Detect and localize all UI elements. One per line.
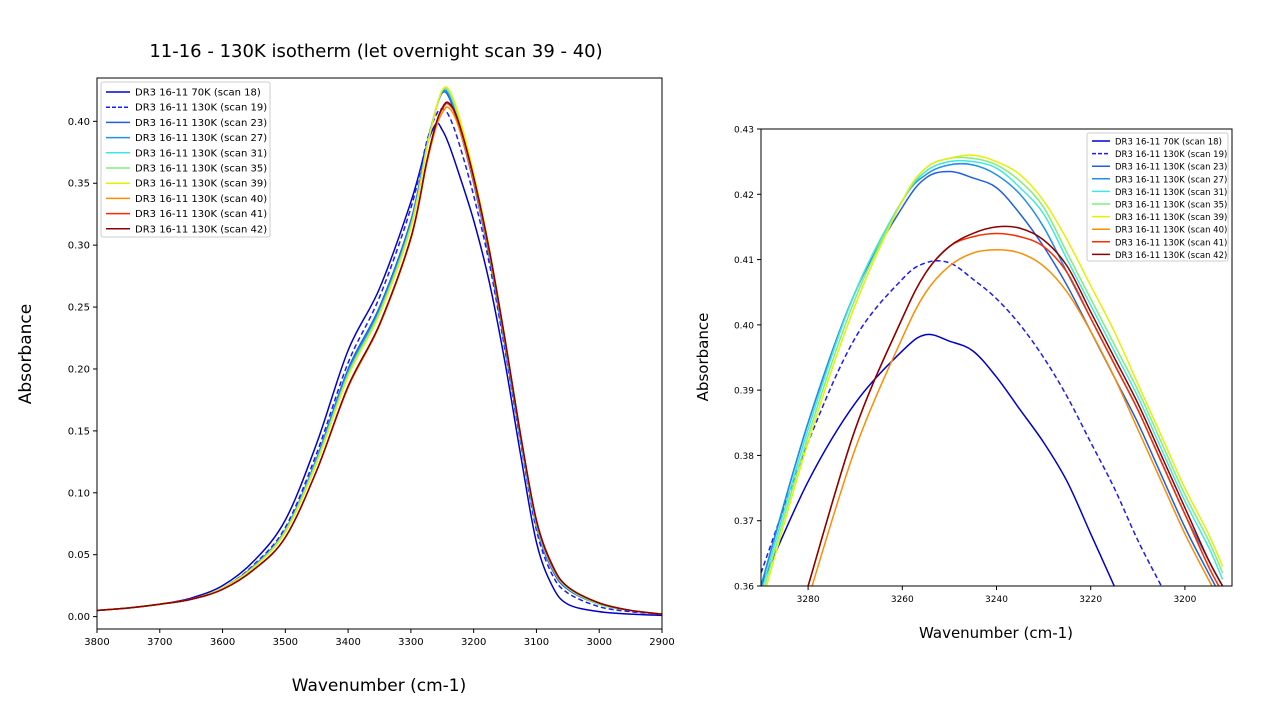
chart2-y-tick-label: 0.40	[734, 321, 754, 331]
chart2-series-line-2	[761, 260, 1163, 586]
chart1-legend-label: DR3 16-11 130K (scan 27)	[135, 133, 267, 144]
chart2-y-tick-label: 0.37	[734, 517, 754, 527]
chart1-axes: 3800 3700 3600 3500 3400 3300 3200 3100 3000 2900…	[68, 117, 675, 648]
chart1-y-tick-label: 0.20	[68, 364, 90, 375]
chart2-series-group	[761, 154, 1224, 586]
chart2-legend-label: DR3 16-11 130K (scan 23)	[1115, 163, 1227, 173]
chart2-y-tick-label: 0.42	[734, 191, 754, 201]
chart2-series-line-1	[761, 333, 1115, 586]
chart1-legend-label: DR3 16-11 130K (scan 35)	[135, 164, 267, 175]
chart1-x-tick-label: 3800	[84, 637, 109, 648]
chart1-series-line-1	[97, 122, 662, 617]
chart2-y-tick-label: 0.43	[734, 126, 754, 136]
chart1-y-tick-label: 0.25	[68, 303, 90, 314]
chart2-x-tick-label: 3240	[985, 595, 1008, 605]
chart2-legend-frame	[1086, 132, 1229, 262]
chart1-legend-label: DR3 16-11 130K (scan 41)	[135, 209, 267, 220]
zoom-chart: 3280 3260 3240 3220 3200 0.36 0.37 0.38 0.39 0.40…	[694, 126, 1233, 642]
chart1-x-tick-label: 3300	[398, 637, 423, 648]
chart-title: 11-16 - 130K isotherm (let overnight sca…	[149, 41, 602, 62]
chart2-series-line-9	[807, 232, 1220, 586]
chart2-legend-label: DR3 16-11 130K (scan 19)	[1115, 150, 1227, 160]
chart2-series-line-10	[807, 225, 1224, 586]
chart2-legend-label: DR3 16-11 130K (scan 39)	[1115, 213, 1227, 223]
chart1-legend-label: DR3 16-11 70K (scan 18)	[135, 88, 261, 99]
chart1-y-tick-label: 0.35	[68, 179, 90, 190]
chart1-legend-label: DR3 16-11 130K (scan 23)	[135, 118, 267, 129]
chart2-series-line-7	[765, 154, 1224, 586]
chart2-x-tick-label: 3260	[891, 595, 914, 605]
chart1-x-tick-label: 3500	[273, 637, 298, 648]
chart1-y-tick-label: 0.40	[68, 117, 90, 128]
chart2-y-tick-label: 0.39	[734, 387, 754, 397]
chart2-x-tick-label: 3200	[1173, 595, 1196, 605]
chart1-legend: DR3 16-11 70K (scan 18) DR3 16-11 130K (s…	[100, 81, 271, 238]
chart2-x-tick-label: 3280	[797, 595, 820, 605]
chart2-y-tick-label: 0.41	[734, 256, 754, 266]
chart2-axes: 3280 3260 3240 3220 3200 0.36 0.37 0.38 0.39 0.40…	[734, 126, 1197, 606]
chart2-legend-label: DR3 16-11 130K (scan 35)	[1115, 201, 1227, 211]
chart1-x-axis-label: Wavenumber (cm-1)	[292, 676, 467, 696]
chart2-y-tick-label: 0.36	[734, 583, 754, 593]
chart1-series-line-10	[97, 101, 662, 615]
chart1-x-tick-label: 3400	[335, 637, 360, 648]
chart2-series-line-8	[811, 249, 1213, 586]
chart1-x-tick-label: 3100	[524, 637, 549, 648]
chart2-legend-label: DR3 16-11 130K (scan 31)	[1115, 188, 1227, 198]
chart2-legend-label: DR3 16-11 130K (scan 27)	[1115, 175, 1227, 185]
chart1-y-axis-label: Absorbance	[16, 304, 36, 404]
chart1-legend-label: DR3 16-11 130K (scan 31)	[135, 148, 267, 159]
chart1-legend-label: DR3 16-11 130K (scan 39)	[135, 179, 267, 190]
chart2-legend-label: DR3 16-11 130K (scan 40)	[1115, 226, 1227, 236]
chart1-x-tick-label: 3600	[210, 637, 235, 648]
chart2-series-line-5	[762, 159, 1224, 586]
chart1-y-tick-label: 0.00	[68, 612, 90, 623]
chart1-y-tick-label: 0.10	[68, 488, 90, 499]
chart2-legend-label: DR3 16-11 130K (scan 41)	[1115, 238, 1227, 248]
chart2-y-tick-label: 0.38	[734, 452, 754, 462]
chart2-x-axis-label: Wavenumber (cm-1)	[919, 624, 1073, 642]
chart2-legend-label: DR3 16-11 130K (scan 42)	[1115, 251, 1227, 261]
chart1-y-tick-label: 0.15	[68, 426, 90, 437]
chart1-x-tick-label: 3700	[147, 637, 172, 648]
chart1-y-tick-label: 0.05	[68, 550, 90, 561]
chart1-x-tick-label: 3200	[461, 637, 486, 648]
chart1-x-tick-label: 3000	[586, 637, 611, 648]
chart2-series-line-6	[763, 156, 1224, 586]
chart1-y-tick-label: 0.30	[68, 241, 90, 252]
chart1-series-group	[97, 86, 662, 617]
chart1-legend-label: DR3 16-11 130K (scan 19)	[135, 103, 267, 114]
chart1-x-tick-label: 2900	[649, 637, 674, 648]
chart1-legend-frame	[100, 81, 271, 238]
main-chart: 11-16 - 130K isotherm (let overnight sca…	[16, 41, 675, 696]
chart1-legend-label: DR3 16-11 130K (scan 42)	[135, 224, 267, 235]
chart1-series-line-2	[97, 108, 662, 615]
chart1-legend-label: DR3 16-11 130K (scan 40)	[135, 194, 267, 205]
chart1-plot-frame	[96, 77, 663, 630]
chart2-legend-label: DR3 16-11 70K (scan 18)	[1115, 138, 1222, 148]
chart2-y-axis-label: Absorbance	[694, 313, 712, 402]
chart2-legend: DR3 16-11 70K (scan 18) DR3 16-11 130K (s…	[1086, 132, 1229, 262]
chart2-x-tick-label: 3220	[1079, 595, 1102, 605]
